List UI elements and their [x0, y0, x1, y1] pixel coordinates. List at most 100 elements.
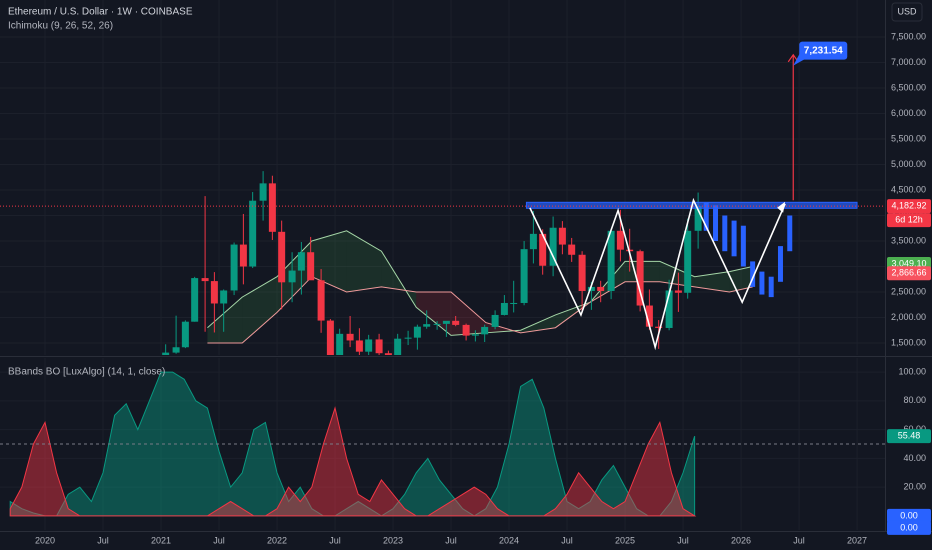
- candle-body: [558, 227, 566, 245]
- x-tick-label: Jul: [793, 535, 805, 545]
- candle-body: [694, 206, 702, 231]
- y-tick-label: 5,000.00: [891, 159, 926, 169]
- candle-body: [587, 286, 595, 291]
- candle-body: [394, 338, 402, 355]
- price-tag-box: [887, 199, 931, 214]
- candle-body: [336, 333, 344, 355]
- ichimoku-cloud: [729, 266, 753, 293]
- y-tick-label: 100.00: [898, 366, 926, 376]
- candle-body: [665, 290, 673, 328]
- x-tick-label: 2022: [267, 535, 287, 545]
- x-tick-label: 2024: [499, 535, 519, 545]
- x-tick-label: 2020: [35, 535, 55, 545]
- candle-body: [442, 320, 450, 324]
- candle-body: [365, 339, 373, 352]
- candle-body: [259, 183, 267, 201]
- oscillator-area: [9, 371, 696, 517]
- projection-bar: [750, 261, 756, 287]
- candle-body: [201, 278, 209, 282]
- candle-body: [249, 200, 257, 267]
- candle-body: [346, 333, 354, 341]
- oscillator-pane: [0, 358, 885, 530]
- candle-body: [597, 286, 605, 291]
- candle-body: [655, 326, 663, 328]
- indicator-tag-box: [887, 508, 931, 523]
- candle-body: [529, 233, 537, 250]
- price-tag-box: [887, 266, 931, 281]
- candle-body: [539, 233, 547, 266]
- candle-body: [230, 244, 238, 291]
- x-tick-label: 2026: [731, 535, 751, 545]
- candle-body: [268, 183, 276, 232]
- indicator-tag: 0.00: [900, 522, 918, 532]
- price-tag: 4,182.92: [891, 201, 926, 211]
- x-tick-label: Jul: [561, 535, 573, 545]
- target-label-box: [799, 41, 848, 60]
- candle-body: [355, 340, 363, 352]
- ichimoku-cloud: [520, 314, 556, 333]
- candle-body: [172, 347, 180, 353]
- projection-bar: [731, 220, 737, 257]
- candle-body: [471, 334, 479, 336]
- y-tick-label: 6,500.00: [891, 82, 926, 92]
- y-tick-label: 5,500.00: [891, 133, 926, 143]
- candle-body: [326, 320, 334, 355]
- candle-body: [549, 227, 557, 266]
- candle-body: [181, 321, 189, 348]
- indicator-tag: 55.48: [898, 430, 921, 440]
- x-tick-label: 2021: [151, 535, 171, 545]
- candle-body: [674, 290, 682, 293]
- y-tick-label: 20.00: [903, 482, 926, 492]
- candle-body: [297, 252, 305, 271]
- x-tick-label: Jul: [677, 535, 689, 545]
- indicator-tag-box: [887, 520, 931, 535]
- ichimoku-cloud: [451, 292, 486, 336]
- projection-bar: [787, 215, 793, 252]
- candle-body: [423, 324, 431, 327]
- candle-body: [307, 252, 315, 281]
- y-tick-label: 6,000.00: [891, 108, 926, 118]
- candle-body: [404, 337, 412, 339]
- zigzag-arrowhead: [777, 201, 786, 213]
- ichimoku-cloud: [416, 292, 452, 336]
- projection-bar: [713, 205, 719, 242]
- candle-body: [607, 230, 615, 291]
- y-tick-label: 60.00: [903, 424, 926, 434]
- projection-bar: [768, 276, 774, 298]
- candle-body: [384, 353, 392, 355]
- oscillator-area: [9, 406, 697, 517]
- y-tick-label: 7,000.00: [891, 57, 926, 67]
- projection-bar: [722, 215, 728, 252]
- countdown-tag-box: [887, 213, 931, 228]
- currency[interactable]: USD: [897, 6, 917, 16]
- ichimoku-cloud: [311, 230, 347, 293]
- candle-body: [510, 302, 518, 304]
- ichimoku-cloud: [346, 230, 382, 293]
- candle-body: [520, 249, 528, 303]
- candle-body: [413, 326, 421, 338]
- candle-body: [578, 254, 586, 291]
- indicator-title: Ichimoku (9, 26, 52, 26): [8, 21, 113, 32]
- ichimoku-cloud: [242, 276, 278, 344]
- y-tick-label: 4,500.00: [891, 184, 926, 194]
- main-pane: 7,231.54: [0, 41, 885, 355]
- target-label: 7,231.54: [804, 45, 843, 56]
- y-tick-label: 3,500.00: [891, 235, 926, 245]
- indicator-tag: 0.00: [900, 510, 918, 520]
- y-tick-label: 2,000.00: [891, 312, 926, 322]
- ichimoku-cloud: [694, 271, 730, 293]
- x-tick-label: Jul: [97, 535, 109, 545]
- y-tick-label: 80.00: [903, 395, 926, 405]
- projection-bar: [703, 202, 709, 231]
- candle-body: [452, 320, 460, 325]
- projection-bar: [759, 271, 765, 295]
- y-tick-label: 7,500.00: [891, 31, 926, 41]
- currency-button[interactable]: [891, 2, 923, 22]
- candle-body: [481, 326, 489, 335]
- price-tag: 2,866.66: [891, 268, 926, 278]
- candle-body: [462, 324, 470, 336]
- candle-body: [636, 251, 644, 306]
- candle-body: [239, 244, 247, 267]
- candle-body: [220, 290, 228, 304]
